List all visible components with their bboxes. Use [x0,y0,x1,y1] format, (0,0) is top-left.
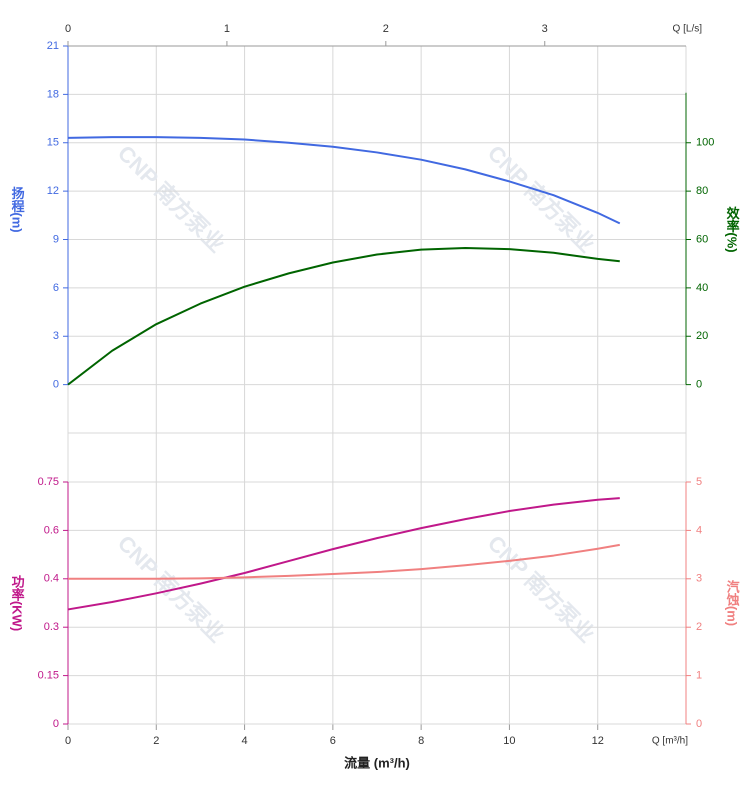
y2-tick-label: 40 [696,282,708,294]
y2-axis-title: 效率(%) [725,206,740,253]
x-tick-label: 8 [418,735,424,747]
y2-tick-label: 4 [696,524,702,536]
x2-tick-label: 2 [383,23,389,35]
x-tick-label: 12 [592,735,604,747]
y2-tick-label: 20 [696,330,708,342]
y-tick-label: 0.15 [38,670,59,682]
curve [67,246,620,386]
y-tick-label: 12 [47,185,59,197]
y-tick-label: 21 [47,40,59,52]
x-unit: Q [m³/h] [652,736,688,747]
y-tick-label: 0.4 [44,573,59,585]
x-tick-label: 0 [65,735,71,747]
y2-tick-label: 80 [696,185,708,197]
x2-unit: Q [L/s] [673,24,703,35]
y2-tick-label: 60 [696,233,708,245]
y-tick-label: 3 [53,330,59,342]
watermark: CNP 南方泵业 [483,530,600,647]
y-tick-label: 0.6 [44,524,59,536]
y-axis-title: 功率(KW) [10,575,25,631]
y-tick-label: 15 [47,137,59,149]
y-tick-label: 9 [53,233,59,245]
y-tick-label: 18 [47,88,59,100]
watermark: CNP 南方泵业 [113,530,230,647]
x-axis-title: 流量 (m³/h) [344,755,410,770]
y-tick-label: 0 [53,379,59,391]
x-tick-label: 6 [330,735,336,747]
y2-axis-title: 汽蚀(m) [725,579,741,626]
y2-tick-label: 5 [696,476,702,488]
x2-tick-label: 1 [224,23,230,35]
y2-tick-label: 0 [696,718,702,730]
x2-tick-label: 0 [65,23,71,35]
x2-tick-label: 3 [542,23,548,35]
curve [67,497,620,611]
curve [67,136,621,225]
x-tick-label: 4 [242,735,248,747]
y2-tick-label: 1 [696,670,702,682]
curve [68,543,620,580]
y-tick-label: 0 [53,718,59,730]
x-tick-label: 2 [153,735,159,747]
y-tick-label: 0.3 [44,621,59,633]
y-tick-label: 6 [53,282,59,294]
x-tick-label: 10 [503,735,515,747]
y2-tick-label: 3 [696,573,702,585]
y-tick-label: 0.75 [38,476,59,488]
y-axis-title: 扬程(m) [10,186,25,233]
y2-tick-label: 0 [696,379,702,391]
y2-tick-label: 100 [696,137,714,149]
y2-tick-label: 2 [696,621,702,633]
